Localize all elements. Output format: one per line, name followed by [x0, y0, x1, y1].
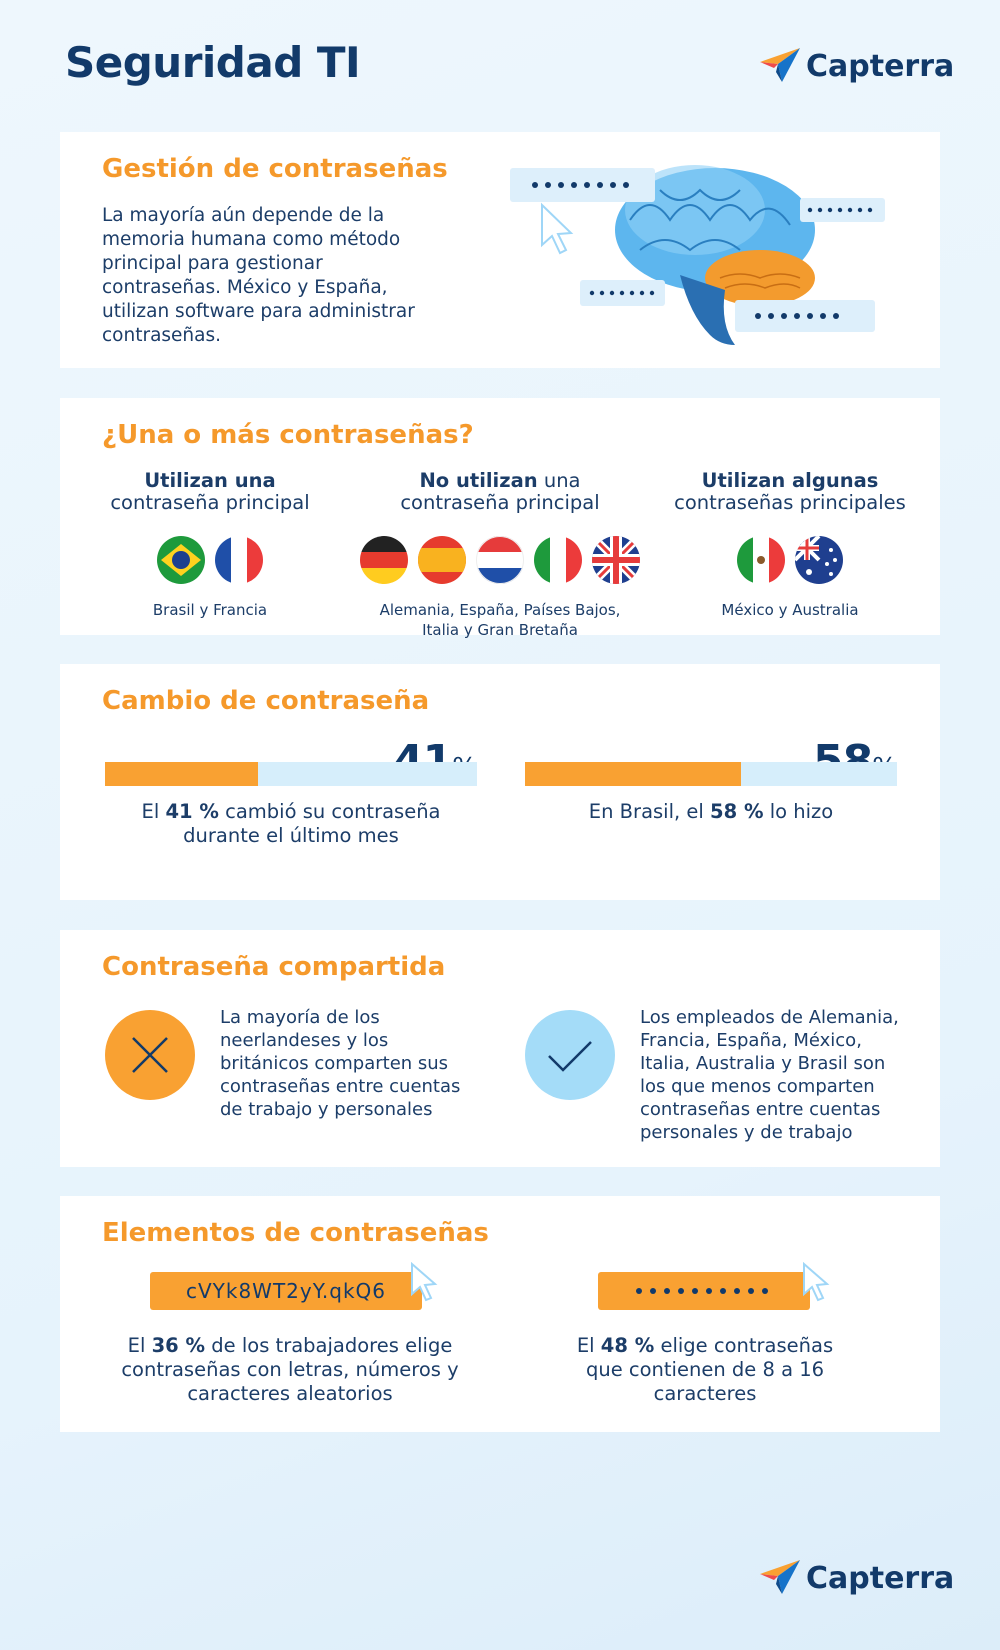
caption-text: cambió su contraseña durante el último m… [183, 800, 441, 847]
flag-germany [360, 536, 408, 584]
logo: Capterra [760, 1560, 954, 1596]
caption-bold: 48 % [600, 1334, 655, 1357]
password-pill: cVYk8WT2yY.qkQ6 [150, 1272, 422, 1310]
section-title: Cambio de contraseña [102, 686, 430, 716]
section-title: Contraseña compartida [102, 952, 446, 982]
page-title: Seguridad TI [65, 38, 361, 87]
bar-group: 41%El 41 % cambió su contraseña durante … [105, 736, 477, 848]
check-icon [525, 1010, 615, 1100]
item-text: Los empleados de Alemania, Francia, Espa… [640, 1007, 899, 1143]
logo-text: Capterra [806, 48, 955, 84]
flags [640, 536, 940, 584]
caption: El 36 % de los trabajadores elige contra… [100, 1334, 480, 1406]
flags [60, 536, 360, 584]
password-dots [636, 1288, 768, 1294]
flags [350, 536, 650, 584]
section-text: La mayoría aún depende de la memoria hum… [102, 205, 415, 346]
bar-group: 58%En Brasil, el 58 % lo hizo [525, 736, 897, 824]
card: ¿Una o más contraseñas? Utilizan una con… [60, 398, 940, 639]
flag-australia [795, 536, 843, 584]
cursor [803, 1262, 830, 1302]
caption: El 48 % elige contraseñas que contienen … [560, 1334, 850, 1406]
caption-bold: 41 % [165, 800, 219, 823]
countries: México y Australia [721, 601, 859, 619]
bar-track [105, 762, 477, 786]
card: Contraseña compartida La mayoría de los … [60, 930, 940, 1167]
countries: Brasil y Francia [152, 601, 268, 619]
section-title: ¿Una o más contraseñas? [102, 420, 474, 450]
caption: En Brasil, el 58 % lo hizo [525, 800, 897, 824]
caption-text: de los trabajadores elige contraseñas co… [121, 1334, 459, 1405]
group-heading-bold: Utilizan una [144, 469, 276, 492]
group-heading: una [537, 469, 581, 492]
card: Cambio de contraseña 41%El 41 % cambió s… [60, 664, 940, 900]
bar [525, 762, 741, 786]
caption: El 41 % cambió su contraseña durante el … [105, 800, 477, 848]
password-pill [598, 1272, 810, 1310]
flag-brazil [157, 536, 205, 584]
caption-text: lo hizo [763, 800, 834, 823]
brain-illustration [510, 165, 885, 345]
caption-text: El [127, 1334, 152, 1357]
caption-text: En Brasil, el [588, 800, 711, 823]
logo-icon [760, 48, 800, 82]
password: cVYk8WT2yY.qkQ6 [185, 1279, 387, 1303]
flag-italy [534, 536, 582, 584]
cross-icon [105, 1010, 195, 1100]
countries: Alemania, España, Países Bajos, Italia y… [379, 601, 621, 639]
flag-mexico [737, 536, 785, 584]
flag-spain [418, 536, 466, 584]
flag-netherlands [476, 536, 524, 584]
section-title: Elementos de contraseñas [102, 1218, 489, 1248]
group: Utilizan algunas contraseñas principales… [640, 470, 940, 620]
flag-uk [592, 536, 640, 584]
item-text: La mayoría de los neerlandeses y los bri… [220, 1007, 461, 1120]
group: No utilizan una contraseña principal Ale… [350, 470, 650, 640]
group-heading: contraseña principal [400, 491, 600, 514]
caption-bold: 58 % [710, 800, 764, 823]
group-heading-bold: No utilizan [419, 469, 538, 492]
logo-icon [760, 1560, 800, 1594]
section-title: Gestión de contraseñas [102, 154, 448, 184]
logo: Capterra [760, 48, 954, 84]
cursor [411, 1262, 438, 1302]
card: Gestión de contraseñas La mayoría aún de… [60, 132, 940, 368]
logo-text: Capterra [806, 1560, 955, 1596]
group-heading: contraseña principal [110, 491, 310, 514]
caption-bold: 36 % [151, 1334, 206, 1357]
bar [105, 762, 258, 786]
card: Elementos de contraseñas cVYk8WT2yY.qkQ6… [60, 1196, 940, 1432]
group: Utilizan una contraseña principal Brasil… [60, 470, 360, 620]
caption-text: El [576, 1334, 601, 1357]
caption-text: elige contraseñas que contienen de 8 a 1… [585, 1334, 834, 1405]
group-heading-bold: Utilizan algunas [701, 469, 879, 492]
group-heading: contraseñas principales [674, 491, 906, 514]
flag-france [215, 536, 263, 584]
caption-text: El [141, 800, 166, 823]
bar-track [525, 762, 897, 786]
